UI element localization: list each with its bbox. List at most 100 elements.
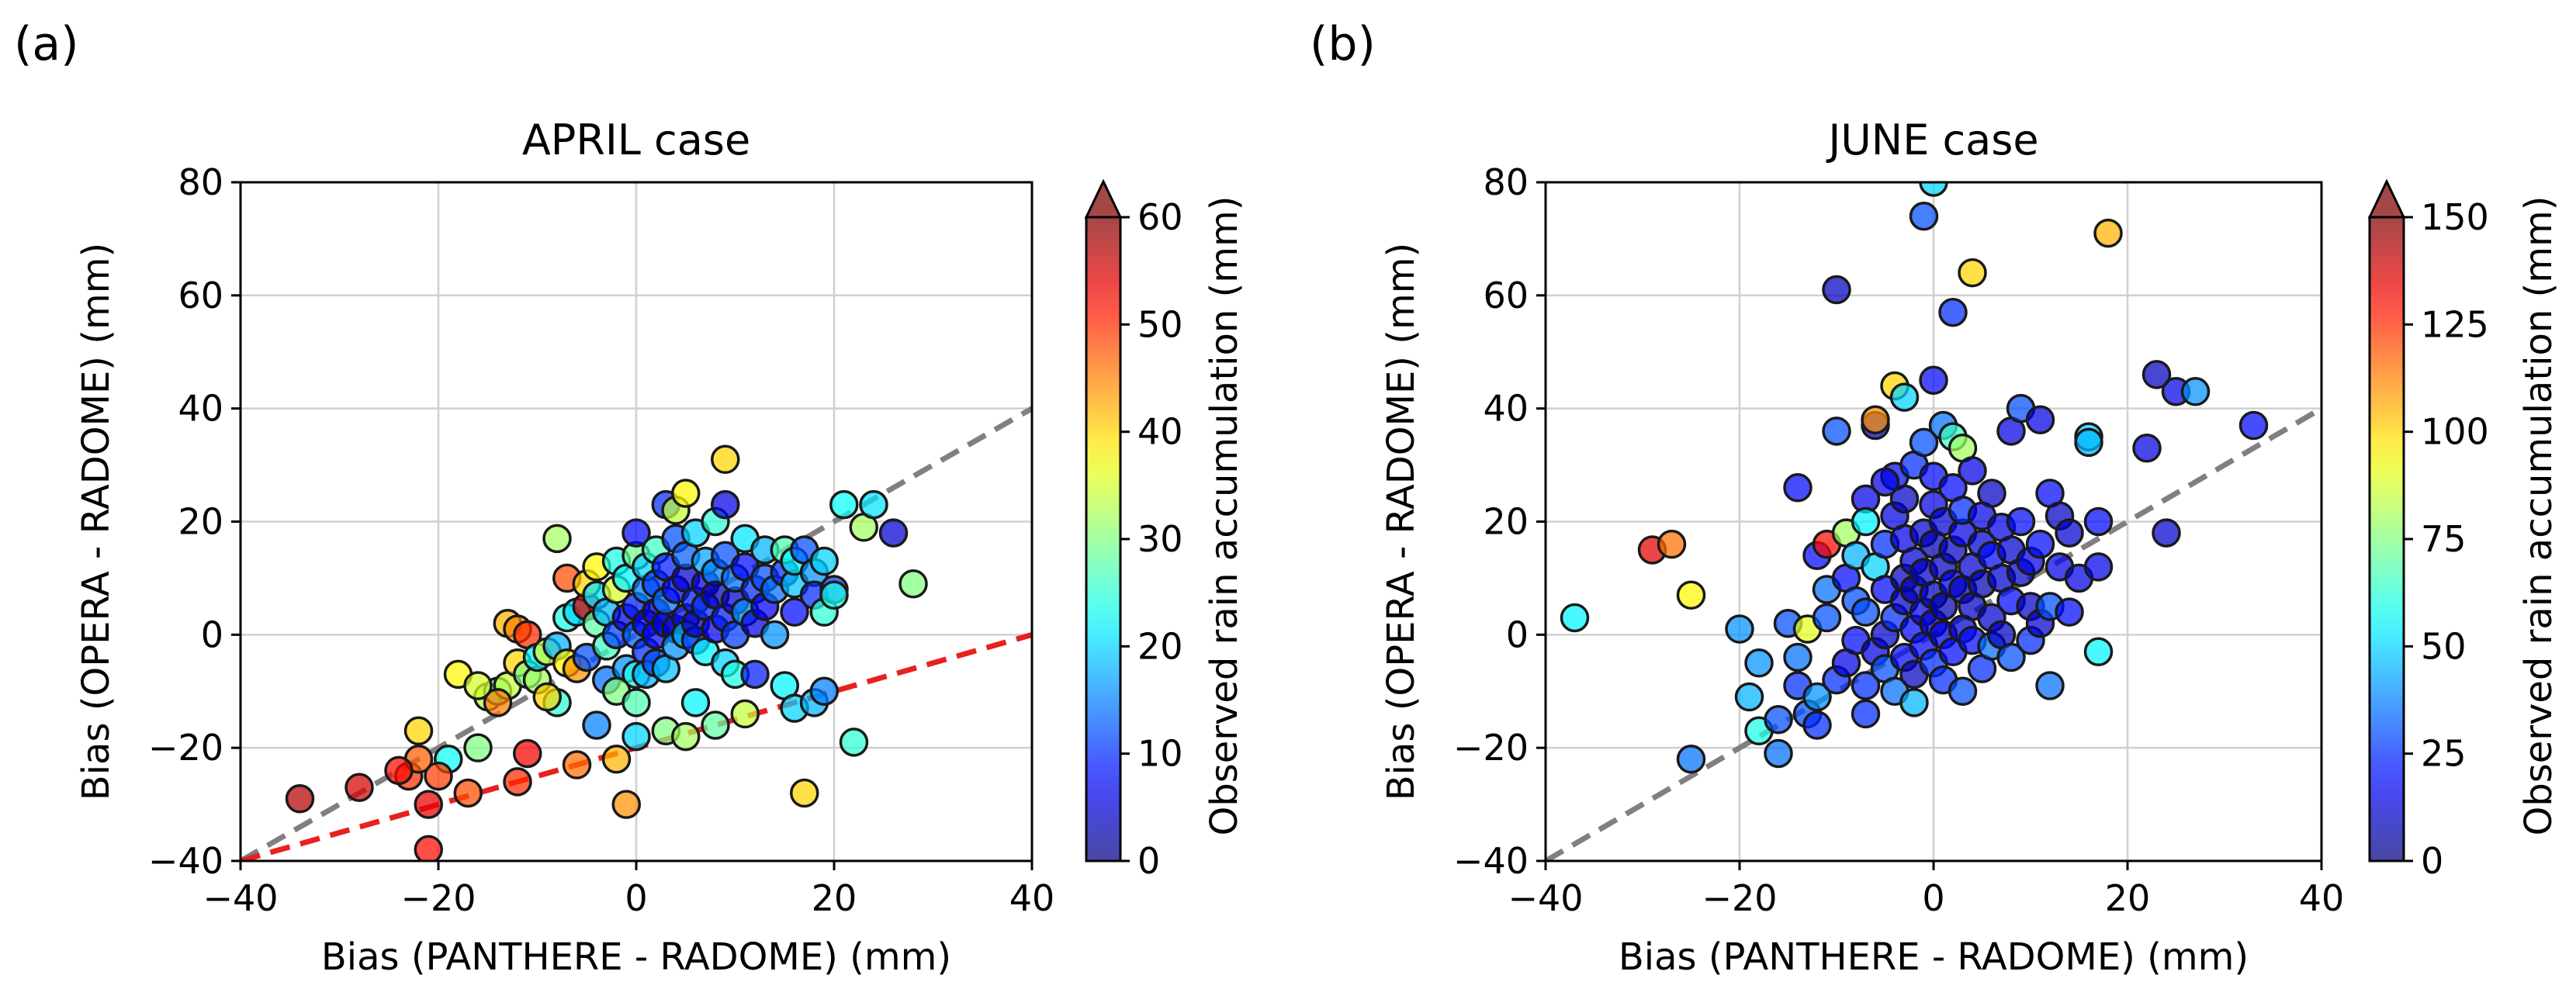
y-tick-label: 40 — [178, 388, 223, 430]
y-tick-label: 0 — [201, 614, 223, 655]
data-point — [1851, 506, 1881, 537]
data-point — [621, 688, 651, 717]
data-point — [790, 778, 819, 808]
data-point — [582, 710, 611, 740]
data-point — [1822, 275, 1851, 305]
data-point — [1889, 484, 1920, 514]
data-point — [2152, 518, 2181, 548]
data-point — [621, 518, 651, 548]
x-tick-label: 20 — [812, 877, 857, 919]
data-point — [1948, 676, 1978, 706]
data-point — [1822, 417, 1851, 446]
data-point — [1783, 473, 1813, 503]
data-point — [898, 569, 928, 599]
y-tick-label: 40 — [1483, 388, 1529, 430]
chart-june: −40 −20 0 20 40 −40 −20 0 20 40 60 80 JUNE case Bias … — [1380, 116, 2560, 979]
data-point — [2141, 360, 2172, 389]
y-tick-label: 60 — [1483, 275, 1529, 316]
data-point — [2083, 506, 2114, 537]
data-point — [1977, 479, 2006, 508]
data-point — [1919, 182, 1948, 197]
x-tick-label: −20 — [1702, 877, 1777, 919]
data-point — [859, 489, 888, 520]
data-point — [1889, 382, 1920, 412]
data-point — [1919, 365, 1948, 395]
colorbar-extend-arrow — [2367, 178, 2406, 219]
y-tick-label: −40 — [1453, 840, 1529, 882]
data-point — [1938, 297, 1968, 327]
data-point — [839, 728, 869, 757]
data-point — [414, 790, 443, 819]
chart-title: APRIL case — [522, 116, 750, 164]
data-point — [1802, 682, 1832, 712]
data-point — [730, 699, 760, 729]
colorbar-tick-label: 150 — [2421, 196, 2489, 238]
data-point — [740, 659, 770, 690]
y-tick-label: 20 — [1483, 501, 1529, 543]
data-point — [285, 784, 315, 814]
x-tick-label: 40 — [2299, 877, 2345, 919]
data-point — [2074, 427, 2103, 458]
data-point — [424, 761, 453, 791]
x-tick-label: −20 — [400, 877, 476, 919]
data-point — [2025, 405, 2055, 434]
colorbar-tick-label: 100 — [2421, 411, 2489, 453]
data-point — [483, 688, 513, 717]
data-point — [414, 835, 443, 861]
data-point — [384, 755, 414, 786]
y-tick-label: 60 — [178, 275, 223, 316]
panel-label-a: (a) — [14, 17, 79, 71]
colorbar-tick-label: 75 — [2421, 518, 2467, 560]
data-point — [760, 620, 790, 650]
data-point — [2238, 410, 2269, 441]
data-point — [453, 778, 483, 808]
colorbar-extend-arrow — [1084, 178, 1123, 219]
data-point — [1802, 710, 1832, 740]
y-tick-label: 80 — [1483, 161, 1529, 203]
data-point — [1851, 597, 1881, 627]
colorbar-tick-label: 50 — [1137, 303, 1183, 345]
data-point — [711, 489, 740, 520]
x-tick-label: 0 — [1922, 877, 1944, 919]
data-point — [503, 767, 532, 797]
y-tick-label: −40 — [148, 840, 223, 882]
x-tick-label: −40 — [203, 877, 278, 919]
data-point — [878, 518, 909, 548]
data-point — [463, 671, 493, 700]
data-point — [1657, 529, 1687, 559]
data-point — [829, 489, 859, 520]
data-point — [1764, 738, 1793, 769]
colorbar-tick-label: 20 — [1137, 625, 1183, 667]
data-point — [1870, 467, 1900, 497]
x-tick-label: 0 — [625, 877, 647, 919]
data-point — [2055, 518, 2084, 548]
colorbar-tick-label: 125 — [2421, 303, 2489, 345]
colorbar-tick-label: 40 — [1137, 411, 1183, 453]
data-point — [403, 716, 434, 746]
data-point — [701, 710, 730, 740]
x-tick-label: 20 — [2105, 877, 2151, 919]
chart-title: JUNE case — [1826, 116, 2038, 164]
data-point — [562, 750, 592, 779]
y-tick-label: 0 — [1506, 614, 1529, 655]
data-point — [1899, 688, 1929, 717]
colorbar-tick-label: 60 — [1137, 196, 1183, 238]
data-point — [2093, 218, 2123, 248]
colorbar-tick-label: 50 — [2421, 625, 2467, 667]
data-point — [2083, 637, 2114, 666]
data-point — [1851, 699, 1881, 729]
colorbar-tick-label: 30 — [1137, 518, 1183, 560]
data-point — [1958, 456, 1987, 486]
data-point — [513, 738, 542, 769]
colorbar-tick-label: 0 — [1137, 840, 1160, 882]
data-point — [1909, 202, 1939, 231]
data-point — [680, 688, 711, 717]
colorbar — [2368, 216, 2405, 862]
data-point — [601, 745, 632, 774]
data-point — [532, 682, 562, 712]
data-point — [611, 790, 641, 819]
data-point — [711, 444, 740, 475]
x-tick-label: 40 — [1009, 877, 1055, 919]
data-point — [1783, 642, 1813, 672]
